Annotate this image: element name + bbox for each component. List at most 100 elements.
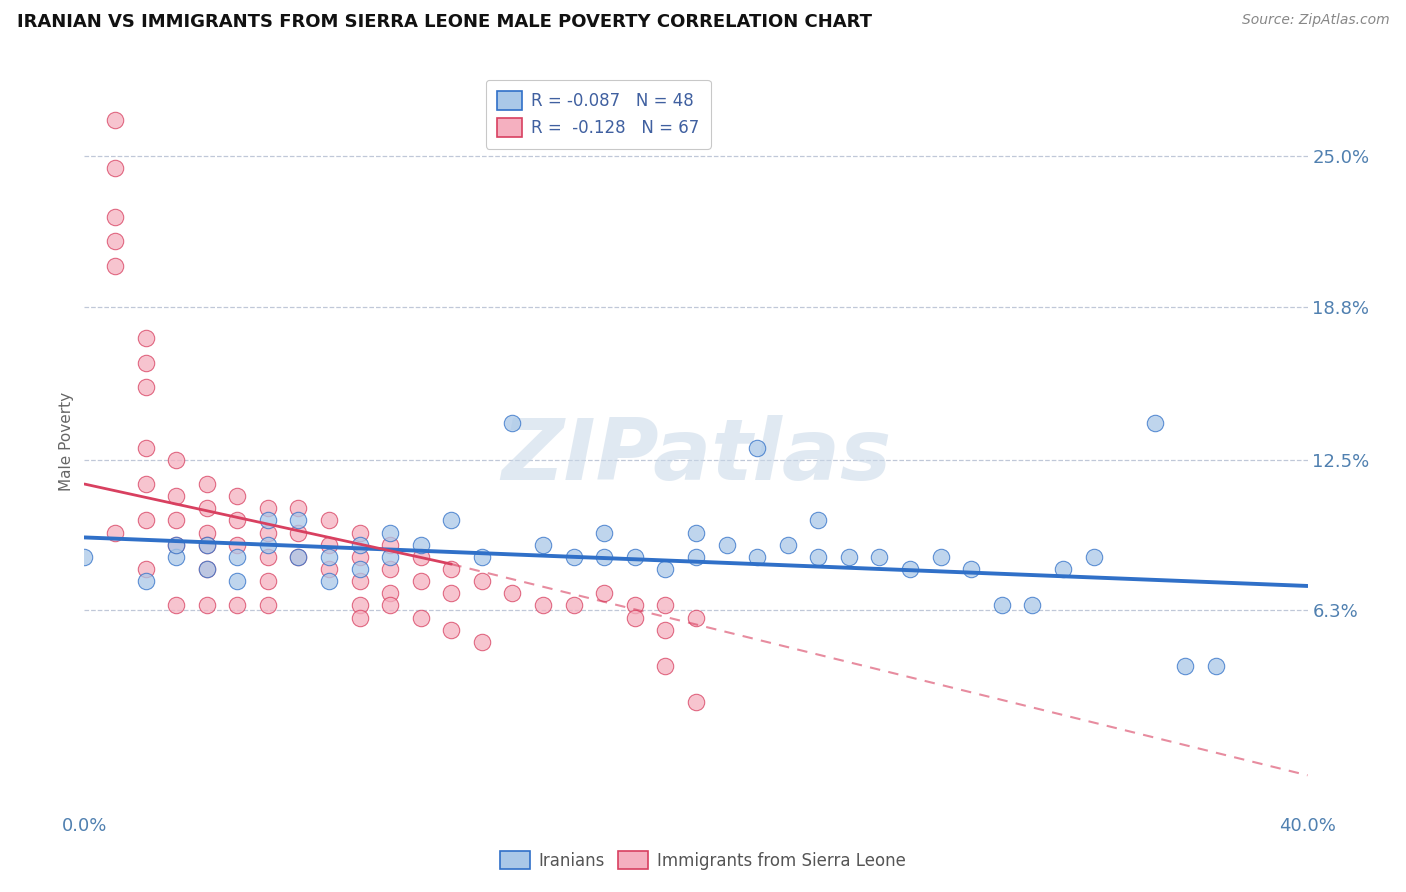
Point bbox=[287, 513, 309, 527]
Point bbox=[165, 452, 187, 467]
Point bbox=[287, 549, 309, 564]
Point bbox=[502, 586, 524, 600]
Point bbox=[440, 586, 463, 600]
Point bbox=[716, 538, 738, 552]
Point bbox=[593, 525, 616, 540]
Point bbox=[409, 610, 432, 624]
Point bbox=[471, 574, 494, 588]
Point bbox=[685, 696, 707, 710]
Point bbox=[531, 538, 554, 552]
Point bbox=[807, 549, 830, 564]
Point bbox=[440, 623, 463, 637]
Point bbox=[471, 549, 494, 564]
Point bbox=[318, 574, 340, 588]
Point bbox=[624, 599, 647, 613]
Point bbox=[287, 525, 309, 540]
Point bbox=[869, 549, 891, 564]
Point bbox=[1021, 599, 1043, 613]
Point bbox=[349, 574, 371, 588]
Point bbox=[257, 549, 280, 564]
Point bbox=[135, 356, 157, 370]
Point bbox=[135, 380, 157, 394]
Point bbox=[226, 538, 249, 552]
Point bbox=[929, 549, 952, 564]
Point bbox=[226, 489, 249, 503]
Point bbox=[104, 259, 127, 273]
Point bbox=[165, 538, 187, 552]
Point bbox=[349, 538, 371, 552]
Point bbox=[1205, 659, 1227, 673]
Point bbox=[165, 489, 187, 503]
Point bbox=[135, 562, 157, 576]
Point bbox=[349, 549, 371, 564]
Point bbox=[440, 562, 463, 576]
Point bbox=[104, 210, 127, 224]
Point bbox=[349, 525, 371, 540]
Point bbox=[195, 562, 218, 576]
Point bbox=[287, 501, 309, 516]
Text: IRANIAN VS IMMIGRANTS FROM SIERRA LEONE MALE POVERTY CORRELATION CHART: IRANIAN VS IMMIGRANTS FROM SIERRA LEONE … bbox=[17, 13, 872, 31]
Point bbox=[135, 513, 157, 527]
Point bbox=[807, 513, 830, 527]
Point bbox=[257, 513, 280, 527]
Point bbox=[165, 538, 187, 552]
Point bbox=[318, 513, 340, 527]
Y-axis label: Male Poverty: Male Poverty bbox=[59, 392, 75, 491]
Point bbox=[380, 586, 402, 600]
Point bbox=[257, 599, 280, 613]
Legend: R = -0.087   N = 48, R =  -0.128   N = 67: R = -0.087 N = 48, R = -0.128 N = 67 bbox=[485, 79, 710, 149]
Point bbox=[685, 610, 707, 624]
Point bbox=[226, 549, 249, 564]
Point bbox=[380, 549, 402, 564]
Point bbox=[960, 562, 983, 576]
Point bbox=[257, 538, 280, 552]
Point bbox=[195, 538, 218, 552]
Point bbox=[165, 513, 187, 527]
Point bbox=[838, 549, 860, 564]
Point bbox=[440, 513, 463, 527]
Point bbox=[1052, 562, 1074, 576]
Point bbox=[195, 477, 218, 491]
Point bbox=[409, 574, 432, 588]
Point bbox=[1083, 549, 1105, 564]
Point bbox=[349, 562, 371, 576]
Point bbox=[593, 549, 616, 564]
Point bbox=[654, 562, 676, 576]
Point bbox=[562, 549, 585, 564]
Point bbox=[318, 549, 340, 564]
Point bbox=[104, 234, 127, 248]
Point bbox=[135, 441, 157, 455]
Point bbox=[1174, 659, 1197, 673]
Point bbox=[624, 549, 647, 564]
Point bbox=[226, 599, 249, 613]
Point bbox=[654, 659, 676, 673]
Point bbox=[898, 562, 921, 576]
Point bbox=[1143, 417, 1166, 431]
Point bbox=[104, 112, 127, 127]
Point bbox=[685, 525, 707, 540]
Point bbox=[380, 538, 402, 552]
Point bbox=[165, 599, 187, 613]
Point bbox=[991, 599, 1014, 613]
Point bbox=[257, 574, 280, 588]
Point bbox=[502, 417, 524, 431]
Point bbox=[318, 562, 340, 576]
Point bbox=[747, 549, 769, 564]
Point bbox=[287, 549, 309, 564]
Point bbox=[654, 623, 676, 637]
Legend: Iranians, Immigrants from Sierra Leone: Iranians, Immigrants from Sierra Leone bbox=[494, 845, 912, 877]
Point bbox=[195, 562, 218, 576]
Point bbox=[349, 599, 371, 613]
Point bbox=[226, 574, 249, 588]
Point bbox=[349, 610, 371, 624]
Point bbox=[135, 574, 157, 588]
Point bbox=[104, 525, 127, 540]
Point bbox=[593, 586, 616, 600]
Point bbox=[257, 501, 280, 516]
Point bbox=[380, 599, 402, 613]
Point bbox=[104, 161, 127, 176]
Point bbox=[654, 599, 676, 613]
Point bbox=[409, 549, 432, 564]
Point bbox=[562, 599, 585, 613]
Point bbox=[380, 562, 402, 576]
